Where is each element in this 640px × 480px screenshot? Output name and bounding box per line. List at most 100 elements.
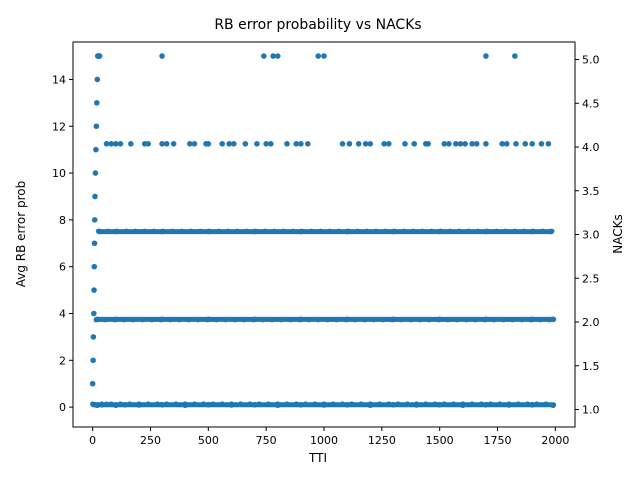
data-point [462, 141, 468, 147]
data-point [293, 401, 299, 407]
data-point [159, 316, 165, 323]
data-point [103, 401, 110, 408]
data-point [413, 402, 420, 408]
y2-tick-label: 4.5 [582, 97, 600, 110]
data-point [538, 141, 545, 147]
data-point [251, 228, 258, 235]
data-point [238, 401, 244, 407]
data-point [290, 228, 296, 234]
data-point [540, 228, 546, 234]
data-point [205, 141, 212, 147]
data-point [108, 401, 114, 407]
data-point [456, 228, 462, 234]
data-point [426, 317, 432, 323]
data-point [334, 317, 340, 323]
data-point [497, 401, 503, 407]
data-point [362, 141, 369, 147]
data-point [122, 401, 128, 408]
data-point [367, 141, 374, 147]
data-point [164, 401, 170, 407]
chart-title: RB error probability vs NACKs [214, 17, 421, 33]
data-point [404, 401, 410, 407]
data-point [417, 317, 423, 323]
data-point [205, 316, 212, 323]
data-point [163, 141, 170, 147]
data-point [226, 141, 232, 147]
data-point [159, 141, 165, 147]
data-point [149, 317, 155, 323]
data-point [112, 228, 119, 235]
data-point [358, 401, 364, 407]
plot-frame [72, 41, 576, 428]
data-point [367, 402, 374, 409]
data-point [382, 228, 388, 234]
data-point [251, 316, 258, 323]
data-point [419, 228, 425, 234]
data-point [529, 316, 536, 323]
y2-tick-label: 2.0 [582, 316, 600, 329]
data-point [487, 401, 494, 407]
data-point [436, 316, 443, 323]
data-point [213, 317, 220, 323]
data-point [228, 402, 235, 408]
data-point [298, 141, 304, 147]
data-point [223, 317, 229, 323]
data-point [512, 53, 518, 59]
data-point [428, 228, 435, 234]
data-point [205, 228, 212, 235]
data-point [242, 141, 249, 147]
y-axis-left: 0 2 4 6 8 10 12 14 [52, 73, 73, 414]
data-point [278, 317, 284, 323]
data-point [385, 141, 392, 147]
data-point [503, 141, 510, 147]
data-point [267, 141, 274, 147]
y-tick-label: 8 [59, 214, 66, 227]
data-point [339, 401, 346, 407]
data-point [524, 401, 531, 407]
data-point [117, 401, 124, 407]
data-point [169, 228, 176, 234]
data-point [130, 317, 136, 323]
data-point [376, 401, 383, 407]
y-axis-right: 1.0 1.5 2.0 2.5 3.0 3.5 4.0 4.5 5.0 [575, 54, 600, 417]
data-point [269, 317, 275, 323]
data-point [519, 317, 525, 323]
data-point [534, 401, 540, 407]
data-point [537, 317, 543, 323]
data-point [91, 263, 98, 270]
data-point [94, 100, 100, 106]
data-point [261, 53, 267, 59]
data-point [205, 401, 212, 408]
data-point [317, 228, 324, 234]
data-point [502, 228, 509, 234]
data-point [545, 141, 552, 147]
data-point [132, 228, 139, 234]
data-point [478, 401, 484, 407]
x-tick-label: 750 [256, 434, 277, 447]
data-point [94, 316, 101, 323]
data-point [159, 401, 165, 408]
data-point [271, 228, 277, 234]
data-point [270, 53, 276, 59]
data-point [188, 228, 194, 234]
data-point [173, 401, 179, 407]
y-tick-label: 0 [59, 401, 66, 414]
data-point [352, 317, 358, 323]
y-axis-label: Avg RB error prob [14, 181, 28, 288]
data-point [305, 141, 311, 147]
data-point [93, 123, 100, 130]
data-point [159, 228, 165, 235]
data-point [167, 317, 173, 323]
data-point [441, 141, 448, 147]
data-point [262, 228, 268, 234]
data-point [90, 357, 96, 364]
data-point [472, 317, 479, 323]
data-point [90, 334, 97, 340]
data-point [96, 228, 103, 235]
data-point [170, 141, 177, 147]
data-point [469, 141, 475, 147]
data-point [445, 317, 451, 323]
data-point [102, 317, 108, 323]
x-tick-label: 2000 [541, 434, 569, 447]
